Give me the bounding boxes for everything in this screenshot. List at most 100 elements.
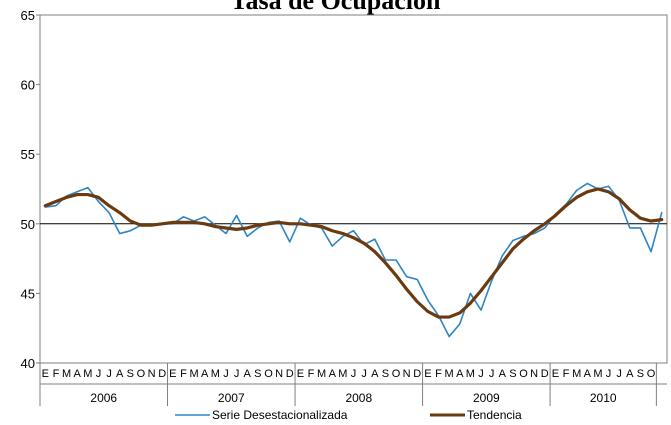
month-tick-label: J	[234, 368, 240, 380]
month-tick-label: A	[626, 368, 634, 380]
point-tendencia	[544, 223, 545, 224]
point-desestacionalizada	[55, 205, 56, 206]
point-tendencia	[140, 225, 141, 226]
month-tick-label: S	[637, 368, 644, 380]
point-tendencia	[98, 197, 99, 198]
point-tendencia	[502, 262, 503, 263]
chart-title: Tasa de Ocupación	[230, 0, 441, 15]
point-tendencia	[619, 198, 620, 199]
month-tick-label: M	[338, 368, 347, 380]
month-tick-label: J	[606, 368, 612, 380]
point-desestacionalizada	[480, 310, 481, 311]
point-tendencia	[77, 194, 78, 195]
point-tendencia	[236, 229, 237, 230]
month-tick-label: J	[106, 368, 112, 380]
point-tendencia	[257, 225, 258, 226]
legend-label-tendencia: Tendencia	[467, 408, 522, 422]
month-tick-label: A	[584, 368, 592, 380]
point-desestacionalizada	[98, 201, 99, 202]
y-tick-label: 60	[21, 78, 35, 93]
point-desestacionalizada	[183, 216, 184, 217]
month-tick-label: J	[361, 368, 367, 380]
point-desestacionalizada	[353, 230, 354, 231]
point-tendencia	[650, 220, 651, 221]
month-tick-label: N	[403, 368, 411, 380]
point-desestacionalizada	[332, 245, 333, 246]
month-tick-label: O	[647, 368, 656, 380]
point-desestacionalizada	[427, 300, 428, 301]
point-desestacionalizada	[204, 216, 205, 217]
point-tendencia	[342, 233, 343, 234]
point-desestacionalizada	[629, 227, 630, 228]
year-label: 2008	[345, 391, 372, 405]
month-tick-label: D	[541, 368, 549, 380]
year-label: 2009	[473, 391, 500, 405]
month-tick-label: M	[83, 368, 92, 380]
point-tendencia	[204, 223, 205, 224]
month-tick-label: O	[392, 368, 401, 380]
month-tick-label: J	[223, 368, 229, 380]
point-tendencia	[172, 222, 173, 223]
point-tendencia	[470, 303, 471, 304]
month-tick-label: M	[466, 368, 475, 380]
point-tendencia	[119, 212, 120, 213]
month-tick-label: S	[254, 368, 261, 380]
point-desestacionalizada	[417, 279, 418, 280]
month-tick-label: S	[127, 368, 134, 380]
y-tick-label: 50	[21, 217, 35, 232]
month-tick-label: E	[42, 368, 49, 380]
month-tick-label: O	[264, 368, 273, 380]
point-tendencia	[66, 197, 67, 198]
point-tendencia	[534, 230, 535, 231]
point-desestacionalizada	[587, 183, 588, 184]
month-tick-label: A	[371, 368, 379, 380]
point-tendencia	[523, 239, 524, 240]
point-desestacionalizada	[534, 233, 535, 234]
point-desestacionalizada	[576, 190, 577, 191]
point-tendencia	[108, 205, 109, 206]
point-tendencia	[395, 275, 396, 276]
point-desestacionalizada	[130, 230, 131, 231]
month-tick-label: M	[572, 368, 581, 380]
point-tendencia	[406, 289, 407, 290]
point-tendencia	[555, 215, 556, 216]
month-tick-label: O	[519, 368, 528, 380]
year-label: 2007	[218, 391, 245, 405]
point-tendencia	[225, 227, 226, 228]
point-tendencia	[565, 205, 566, 206]
series-line-desestacionalizada	[44, 182, 663, 338]
month-tick-label: F	[308, 368, 315, 380]
month-tick-label: A	[74, 368, 82, 380]
point-tendencia	[87, 194, 88, 195]
month-tick-label: F	[53, 368, 60, 380]
point-tendencia	[183, 222, 184, 223]
plot-area	[39, 14, 668, 364]
point-desestacionalizada	[459, 323, 460, 324]
point-tendencia	[130, 220, 131, 221]
month-tick-label: N	[275, 368, 283, 380]
y-tick-label: 65	[21, 8, 35, 23]
point-desestacionalizada	[395, 259, 396, 260]
point-tendencia	[268, 223, 269, 224]
month-tick-label: J	[489, 368, 495, 380]
y-tick-label: 40	[21, 356, 35, 371]
point-desestacionalizada	[225, 233, 226, 234]
month-tick-label: E	[169, 368, 176, 380]
point-tendencia	[427, 311, 428, 312]
point-desestacionalizada	[650, 251, 651, 252]
point-tendencia	[491, 276, 492, 277]
point-desestacionalizada	[544, 227, 545, 228]
point-tendencia	[353, 237, 354, 238]
point-tendencia	[629, 209, 630, 210]
month-tick-label: F	[180, 368, 187, 380]
month-tick-label: D	[286, 368, 294, 380]
point-tendencia	[289, 223, 290, 224]
month-tick-label: M	[317, 368, 326, 380]
point-desestacionalizada	[491, 280, 492, 281]
month-tick-label: J	[96, 368, 102, 380]
point-tendencia	[247, 227, 248, 228]
month-tick-label: N	[530, 368, 538, 380]
point-desestacionalizada	[119, 233, 120, 234]
month-tick-label: F	[563, 368, 570, 380]
month-tick-label: J	[351, 368, 357, 380]
